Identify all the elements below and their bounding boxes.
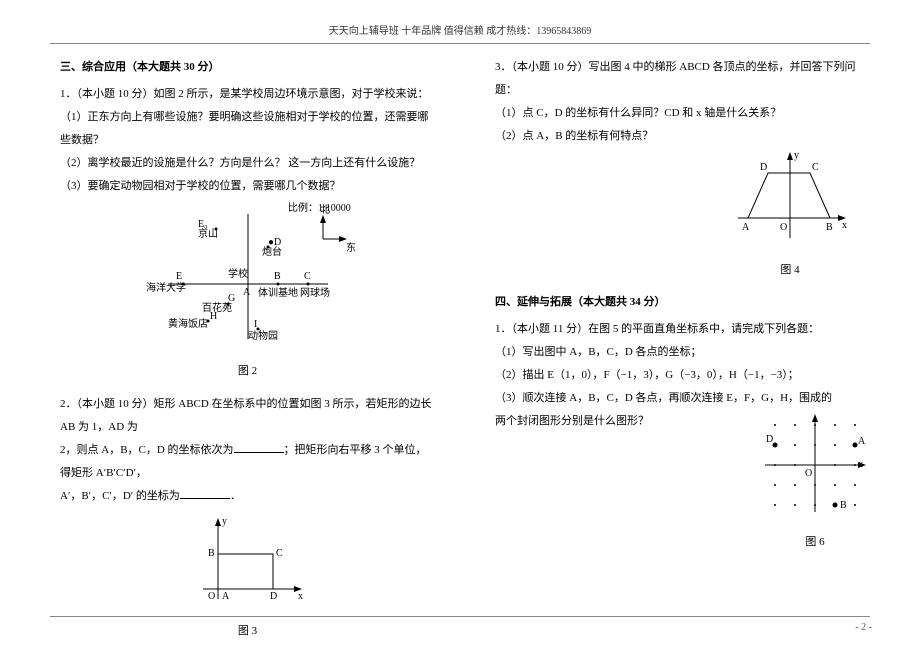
- fig2-wangqiu: 网球场: [300, 286, 330, 299]
- fig2-C: C: [304, 271, 311, 282]
- left-column: 三、综合应用（本大题共 30 分） 1．（本小题 10 分）如图 2 所示，是某…: [60, 56, 435, 643]
- fig2-school: 学校: [228, 267, 248, 280]
- fig4-O: O: [780, 222, 787, 233]
- fig6-svg: x O A B D: [760, 410, 870, 520]
- fig6-B: B: [840, 500, 847, 511]
- fig4-A: A: [742, 222, 750, 233]
- fig3-B: B: [208, 548, 215, 559]
- fig2-baihua: G百花苑: [202, 293, 235, 314]
- q1-1: （1）正东方向上有哪些设施？要明确这些设施相对于学校的位置，还需要哪些数据？: [60, 106, 435, 152]
- right-column: 3．（本小题 10 分）写出图 4 中的梯形 ABCD 各顶点的坐标，并回答下列…: [495, 56, 870, 643]
- fig4-B: B: [826, 222, 833, 233]
- fig2-A: A: [243, 287, 251, 298]
- fig3-D: D: [270, 591, 277, 602]
- fig4-svg: A O B D C x y: [730, 148, 850, 248]
- fig3-A: A: [222, 591, 230, 602]
- q1-stem: 1．（本小题 10 分）如图 2 所示，是某学校周边环境示意图，对于学校来说：: [60, 83, 435, 106]
- blank-2: [180, 487, 230, 499]
- q3-stem: 3．（本小题 10 分）写出图 4 中的梯形 ABCD 各顶点的坐标，并回答下列…: [495, 56, 870, 102]
- blank-1: [234, 441, 284, 453]
- fig3-C: C: [276, 548, 283, 559]
- footer-rule: [50, 616, 870, 617]
- header-text: 天天向上辅导班 十年品牌 值得信赖 成才热线：13965843869: [329, 26, 592, 37]
- fig4-C: C: [812, 162, 819, 173]
- fig6-caption: 图 6: [760, 531, 870, 554]
- fig4-caption: 图 4: [730, 259, 850, 282]
- fig3-svg: O A D B C x y: [188, 514, 308, 609]
- q4-4: 两个封闭图形分别是什么图形？: [495, 410, 742, 433]
- fig2-tixun: 体训基地: [258, 286, 298, 299]
- page-header: 天天向上辅导班 十年品牌 值得信赖 成才热线：13965843869: [0, 0, 920, 37]
- fig2-jingshan: E₀京山: [198, 219, 218, 240]
- svg-text:H: H: [210, 311, 217, 322]
- page-columns: 三、综合应用（本大题共 30 分） 1．（本小题 10 分）如图 2 所示，是某…: [0, 44, 920, 643]
- q4-stem: 1．（本小题 11 分）在图 5 的平面直角坐标系中，请完成下列各题：: [495, 318, 870, 341]
- fig3-O: O: [208, 591, 215, 602]
- q4-row: 两个封闭图形分别是什么图形？: [495, 410, 870, 554]
- q3-2: （2）点 A，B 的坐标有何特点？: [495, 125, 870, 148]
- fig2-huanghai: 黄海饭店: [168, 317, 208, 330]
- fig4-y: y: [794, 150, 799, 161]
- fig6-A: A: [858, 436, 866, 447]
- page-footer: - 2 -: [855, 622, 872, 633]
- figure-3: O A D B C x y 图 3: [60, 514, 435, 643]
- fig3-y: y: [222, 516, 227, 527]
- q2-line2: 2，则点 A，B，C，D 的坐标依次为；把矩形向右平移 3 个单位，得矩形 A′…: [60, 439, 435, 485]
- section3-title: 三、综合应用（本大题共 30 分）: [60, 56, 435, 79]
- figure-4: A O B D C x y 图 4: [495, 148, 870, 282]
- fig2-scale: 比例：1:10000: [288, 201, 351, 214]
- fig2-haida: E海洋大学: [146, 271, 186, 294]
- q4-2: （2）描出 E（1，0），F（−1，3），G（−3，0），H（−1，−3）；: [495, 364, 870, 387]
- q2-line1: 2．（本小题 10 分）矩形 ABCD 在坐标系中的位置如图 3 所示，若矩形的…: [60, 393, 435, 439]
- fig4-x: x: [842, 220, 847, 231]
- q4-3: （3）顺次连接 A，B，C，D 各点，再顺次连接 E，F，G，H，围成的: [495, 387, 870, 410]
- q1-3: （3）要确定动物园相对于学校的位置，需要哪几个数据？: [60, 175, 435, 198]
- fig2-east: 东: [346, 241, 356, 254]
- figure-6: x O A B D 图 6: [760, 410, 870, 554]
- fig3-x: x: [298, 591, 303, 602]
- fig2-dongwu: I动物园: [248, 319, 278, 342]
- fig6-D: D: [766, 434, 773, 445]
- fig2-B: B: [274, 271, 281, 282]
- fig6-x: x: [858, 459, 863, 470]
- q3-1: （1）点 C，D 的坐标有什么异同？CD 和 x 轴是什么关系？: [495, 102, 870, 125]
- section4-title: 四、延伸与拓展（本大题共 34 分）: [495, 291, 870, 314]
- fig3-caption: 图 3: [60, 620, 435, 643]
- q2-line3: A′，B′，C′，D′ 的坐标为．: [60, 485, 435, 508]
- q4-1: （1）写出图中 A，B，C，D 各点的坐标；: [495, 341, 870, 364]
- figure-2: 北 东 比例：1:10000 E₀京山 ●D炮台 E海洋大学 学校 A B C …: [60, 199, 435, 383]
- fig4-D: D: [760, 162, 767, 173]
- fig2-svg: 北 东 比例：1:10000 E₀京山 ●D炮台 E海洋大学 学校 A B C …: [128, 199, 368, 349]
- fig2-paotai: ●D炮台: [262, 237, 282, 258]
- fig2-caption: 图 2: [60, 360, 435, 383]
- q1-2: （2）离学校最近的设施是什么？方向是什么？ 这一方向上还有什么设施？: [60, 152, 435, 175]
- fig6-O: O: [805, 468, 812, 479]
